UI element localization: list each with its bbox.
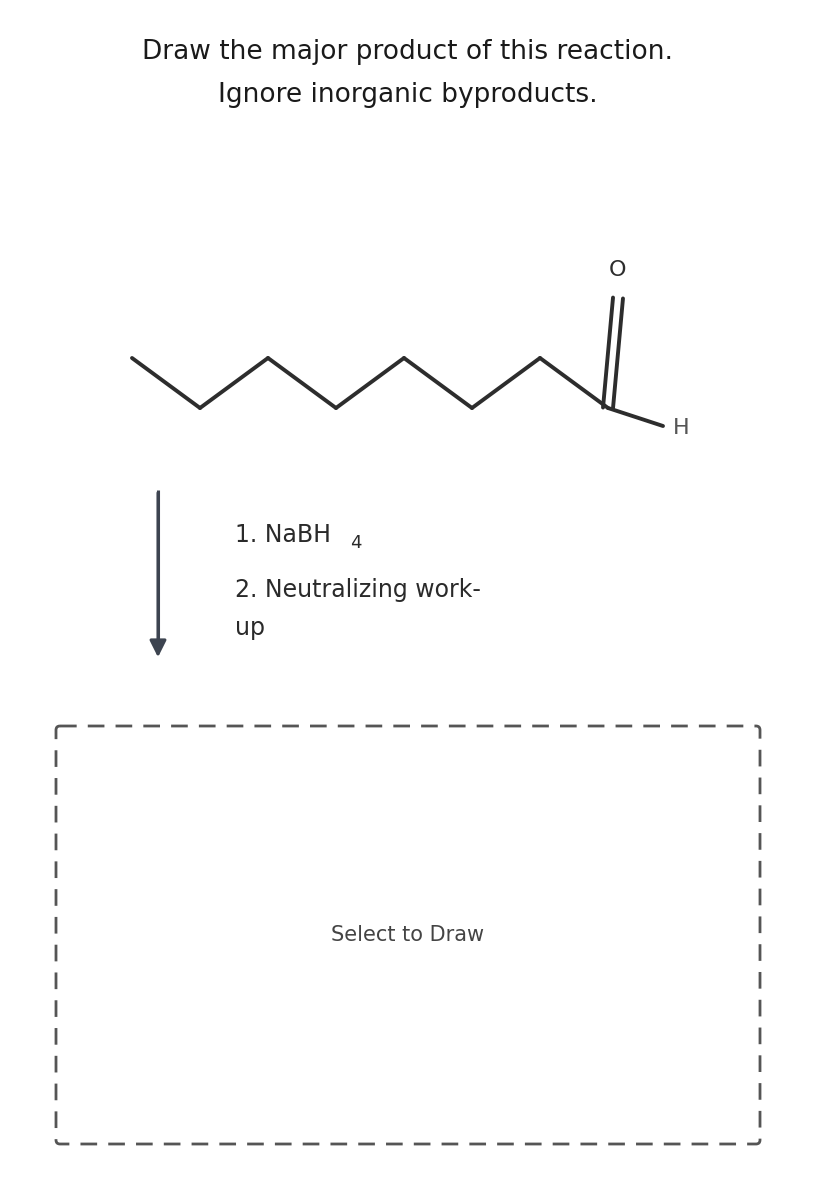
Text: 2. Neutralizing work-: 2. Neutralizing work- (235, 578, 481, 602)
Text: 4: 4 (350, 534, 361, 552)
Text: Draw the major product of this reaction.: Draw the major product of this reaction. (143, 38, 673, 65)
Text: H: H (673, 418, 690, 438)
Text: 1. NaBH: 1. NaBH (235, 523, 331, 547)
Text: Ignore inorganic byproducts.: Ignore inorganic byproducts. (218, 82, 598, 108)
Text: Select to Draw: Select to Draw (331, 925, 485, 946)
Text: up: up (235, 616, 265, 640)
Text: O: O (610, 260, 627, 280)
